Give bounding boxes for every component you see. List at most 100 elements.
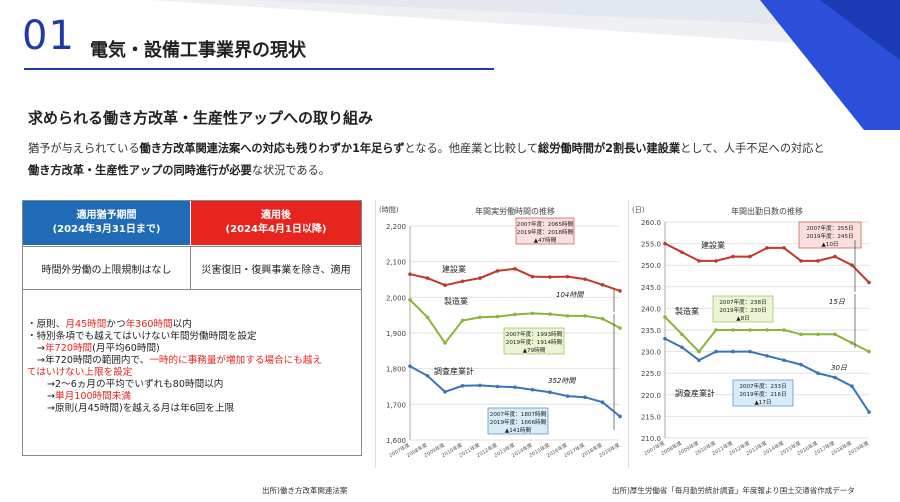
rule-line-4: →年720時間の範囲内で、一時的に事務量が増加する場合にも越え xyxy=(37,355,322,366)
annotation-text: 2019年度：230日 xyxy=(719,306,766,314)
y-tick-label: 1,600 xyxy=(386,437,406,445)
gap-label: 352時間 xyxy=(548,377,576,385)
page-title: 電気・設備工事業界の現状 xyxy=(90,40,306,61)
y-tick-label: 250.0 xyxy=(641,262,661,270)
table-body-details: ・原則、月45時間かつ年360時間以内 ・特別条項でも越えてはいけない年間労働時… xyxy=(23,289,361,456)
data-point xyxy=(799,362,803,367)
rule-line-7: →単月100時間未満 xyxy=(47,391,131,402)
annotation-box-frame xyxy=(515,217,575,245)
data-point xyxy=(443,390,447,394)
annotation-text: 2019年度：1914時間 xyxy=(506,338,563,346)
data-point xyxy=(782,328,786,332)
annotation-box-frame xyxy=(503,327,565,355)
data-point xyxy=(583,277,587,281)
series-label: 調査産業計 xyxy=(434,366,474,376)
data-point xyxy=(714,349,718,354)
data-point xyxy=(530,387,535,392)
data-point xyxy=(833,254,837,259)
data-point xyxy=(495,314,500,319)
data-point xyxy=(530,274,535,279)
annotation-text: ▲47時間 xyxy=(534,236,557,244)
data-point xyxy=(600,316,605,321)
rule-line-1: ・原則、月45時間かつ年360時間以内 xyxy=(27,319,192,330)
rule-line-3: →年720時間(月平均60時間) xyxy=(37,343,160,354)
table-cell-after: 災害復旧・復興事業を除き、適用 xyxy=(191,246,361,289)
annotation-box-frame xyxy=(487,407,549,435)
data-point xyxy=(714,328,718,332)
y-axis-label: (日) xyxy=(632,206,645,214)
annotation-text: ▲17日 xyxy=(754,399,771,406)
series-label: 建設業 xyxy=(442,264,466,274)
annotation-text: ▲141時間 xyxy=(505,426,532,434)
data-point xyxy=(697,349,701,354)
y-tick-label: 2,200 xyxy=(386,223,406,231)
data-point xyxy=(600,400,605,404)
data-point xyxy=(443,283,447,288)
data-point xyxy=(697,358,701,363)
annotation-text: 2007年度：1807時間 xyxy=(490,410,547,418)
y-tick-label: 1,700 xyxy=(386,401,406,409)
data-point xyxy=(748,328,752,332)
y-tick-label: 2,100 xyxy=(386,259,406,267)
annotation-text: 2019年度：245日 xyxy=(806,232,853,240)
table-header-after: 適用後 (2024年4月1日以降) xyxy=(191,201,361,245)
chart-title: 年間出勤日数の推移 xyxy=(731,206,803,216)
data-point xyxy=(408,298,412,302)
data-point xyxy=(460,318,465,323)
annotation-text: ▲8日 xyxy=(736,315,749,322)
data-point xyxy=(867,410,871,414)
annotation-text: ▲10日 xyxy=(821,241,838,248)
gap-label: 15日 xyxy=(829,298,846,306)
data-point xyxy=(731,328,735,332)
y-tick-label: 210.0 xyxy=(641,435,661,443)
y-tick-label: 235.0 xyxy=(641,327,661,335)
data-point xyxy=(513,267,517,271)
data-point xyxy=(478,315,482,320)
y-tick-label: 230.0 xyxy=(641,349,661,357)
y-tick-label: 255.0 xyxy=(641,241,661,249)
working-days-chart: 年間出勤日数の推移 (日) 260.0 255.0 250.0 245.0 240.0 235… xyxy=(632,206,871,457)
annotation-box-frame xyxy=(712,295,774,323)
data-point xyxy=(731,349,735,354)
data-point xyxy=(867,280,871,285)
annotation-text: 2007年度：238日 xyxy=(719,298,766,306)
series-label: 製造業 xyxy=(444,296,468,306)
data-point xyxy=(765,246,769,250)
data-point xyxy=(816,332,820,337)
data-point xyxy=(583,314,587,318)
y-tick-label: 2,000 xyxy=(386,294,406,302)
working-days-chart-panel: 年間出勤日数の推移 (日) 260.0 255.0 250.0 245.0 240.0 235… xyxy=(628,200,879,468)
data-point xyxy=(833,375,837,380)
data-point xyxy=(850,263,854,267)
data-point xyxy=(548,275,552,279)
data-point xyxy=(618,289,622,293)
data-point xyxy=(731,254,735,259)
decorative-header-background xyxy=(150,0,900,130)
data-point xyxy=(408,272,412,276)
data-point xyxy=(765,354,769,358)
gap-label: 30日 xyxy=(831,364,848,372)
data-point xyxy=(663,241,667,246)
data-point xyxy=(530,311,535,316)
y-tick-label: 1,800 xyxy=(386,366,406,374)
annotation-text: 2007年度：1993時間 xyxy=(506,330,563,338)
data-point xyxy=(799,259,803,263)
data-point xyxy=(680,332,684,337)
y-tick-label: 260.0 xyxy=(641,219,661,227)
data-point xyxy=(618,326,622,330)
annotation-box-frame xyxy=(732,379,794,407)
data-point xyxy=(425,276,430,280)
data-point xyxy=(460,383,465,388)
annotation-text: 2007年度：233日 xyxy=(739,382,786,390)
annotation-text: 2007年度：2065時間 xyxy=(517,220,574,228)
data-point xyxy=(816,371,820,375)
data-point xyxy=(850,384,854,388)
data-point xyxy=(748,349,752,354)
data-point xyxy=(816,259,820,263)
data-point xyxy=(583,395,587,399)
data-point xyxy=(548,390,552,395)
data-point xyxy=(765,328,769,332)
y-tick-label: 220.0 xyxy=(641,392,661,400)
